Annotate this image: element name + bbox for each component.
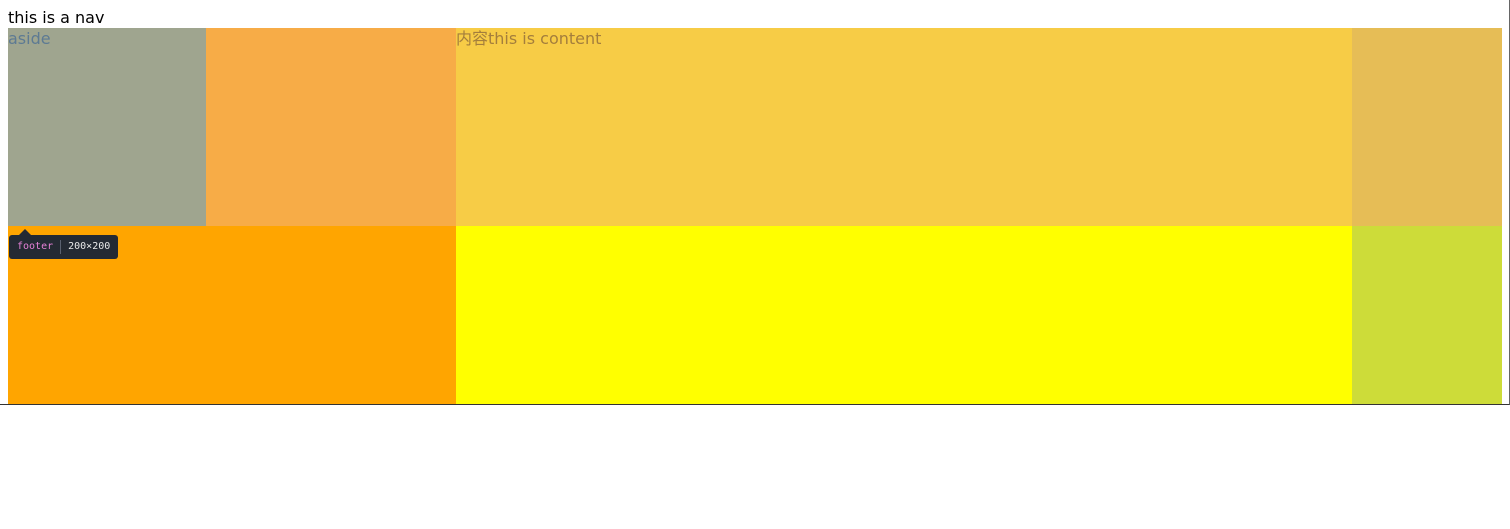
page-viewport: this is a nav aside 内容this is content fo…: [0, 0, 1510, 405]
right-bottom-block: [1352, 226, 1502, 404]
tooltip-tag-name: footer: [17, 241, 54, 252]
bottom-center-block: [456, 226, 1352, 404]
right-top-block: [1352, 28, 1502, 226]
tooltip-dimensions: 200×200: [68, 241, 111, 252]
content-panel: 内容this is content: [456, 28, 1352, 226]
aside-panel: aside: [8, 28, 206, 226]
devtools-element-tooltip: footer 200×200: [9, 229, 119, 259]
aside-label: aside: [8, 29, 51, 48]
content-label: 内容this is content: [456, 29, 602, 48]
middle-left-block: [206, 28, 456, 226]
tooltip-separator: [60, 240, 62, 254]
nav-bar: this is a nav: [8, 8, 105, 27]
